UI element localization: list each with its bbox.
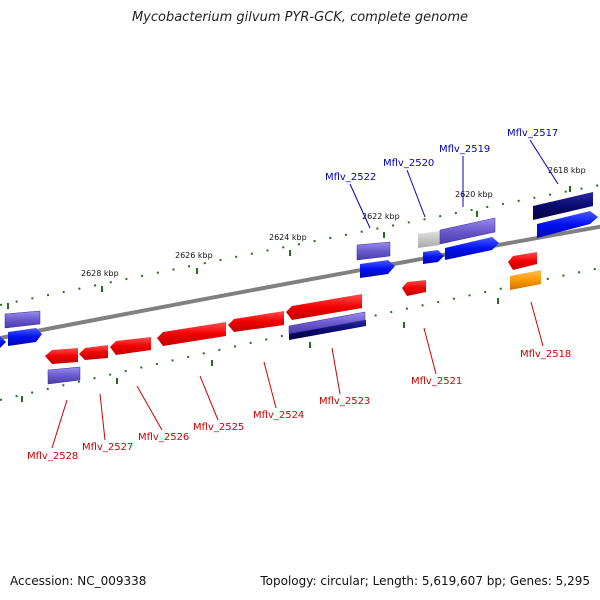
kbp-label: 2618 kbp bbox=[548, 166, 586, 175]
leader-lines-top bbox=[349, 139, 559, 229]
gene-arrow[interactable] bbox=[402, 280, 426, 296]
gene-arrow[interactable] bbox=[8, 328, 42, 346]
kbp-label: 2620 kbp bbox=[455, 190, 493, 199]
gene-label[interactable]: Mflv_2521 bbox=[411, 376, 462, 387]
gene-label[interactable]: Mflv_2527 bbox=[82, 442, 133, 453]
gene-arrow[interactable] bbox=[508, 252, 537, 270]
gene-arrow[interactable] bbox=[537, 211, 598, 238]
leader-lines-bottom bbox=[51, 301, 544, 449]
gene-arrow[interactable] bbox=[288, 311, 366, 335]
gene-label[interactable]: Mflv_2519 bbox=[439, 144, 490, 155]
gene-labels-top: Mflv_2522 Mflv_2520 Mflv_2519 Mflv_2517 bbox=[325, 128, 558, 183]
gene-arrow[interactable] bbox=[228, 311, 284, 332]
gene-arrow[interactable] bbox=[0, 336, 6, 348]
forward-genes bbox=[0, 192, 598, 348]
gene-arrow[interactable] bbox=[110, 337, 151, 355]
kbp-label: 2626 kbp bbox=[175, 251, 213, 260]
gene-arrow[interactable] bbox=[439, 217, 496, 245]
kbp-label: 2628 kbp bbox=[81, 269, 119, 278]
map-title: Mycobacterium gilvum PYR-GCK, complete g… bbox=[131, 10, 469, 25]
gene-label[interactable]: Mflv_2517 bbox=[507, 128, 558, 139]
gene-label[interactable]: Mflv_2520 bbox=[383, 158, 434, 169]
gene-arrow[interactable] bbox=[286, 294, 362, 320]
gene-arrow[interactable] bbox=[356, 241, 391, 261]
kbp-label: 2622 kbp bbox=[362, 212, 400, 221]
gene-label[interactable]: Mflv_2518 bbox=[520, 349, 571, 360]
gene-labels-bottom: Mflv_2528 Mflv_2527 Mflv_2526 Mflv_2525 … bbox=[27, 349, 571, 462]
gene-arrow[interactable] bbox=[45, 348, 78, 364]
gene-arrow[interactable] bbox=[360, 260, 395, 278]
gene-arrow[interactable] bbox=[533, 192, 593, 220]
gene-arrow[interactable] bbox=[423, 250, 444, 264]
lower-major-ticks bbox=[21, 298, 499, 402]
gene-arrow[interactable] bbox=[445, 237, 499, 260]
gene-label[interactable]: Mflv_2523 bbox=[319, 396, 370, 407]
gene-arrow[interactable] bbox=[4, 310, 41, 329]
genome-backbone bbox=[0, 224, 600, 341]
gene-label[interactable]: Mflv_2522 bbox=[325, 172, 376, 183]
gene-arrow[interactable] bbox=[79, 345, 108, 360]
gene-arrow[interactable] bbox=[510, 270, 541, 290]
upper-major-ticks bbox=[7, 186, 571, 309]
gene-arrow[interactable] bbox=[157, 322, 226, 346]
kbp-label: 2624 kbp bbox=[269, 233, 307, 242]
gene-arrow[interactable] bbox=[418, 231, 440, 248]
kbp-labels: 2628 kbp 2626 kbp 2624 kbp 2622 kbp 2620… bbox=[81, 166, 586, 278]
gene-label[interactable]: Mflv_2526 bbox=[138, 432, 189, 443]
gene-label[interactable]: Mflv_2525 bbox=[193, 422, 244, 433]
gene-arrow[interactable] bbox=[47, 366, 81, 385]
gene-label[interactable]: Mflv_2524 bbox=[253, 410, 304, 421]
topology-text: Topology: circular; Length: 5,619,607 bp… bbox=[260, 574, 590, 588]
gene-arrow[interactable] bbox=[289, 320, 366, 340]
gene-label[interactable]: Mflv_2528 bbox=[27, 451, 78, 462]
reverse-genes bbox=[45, 252, 541, 385]
accession-text: Accession: NC_009338 bbox=[10, 574, 147, 588]
